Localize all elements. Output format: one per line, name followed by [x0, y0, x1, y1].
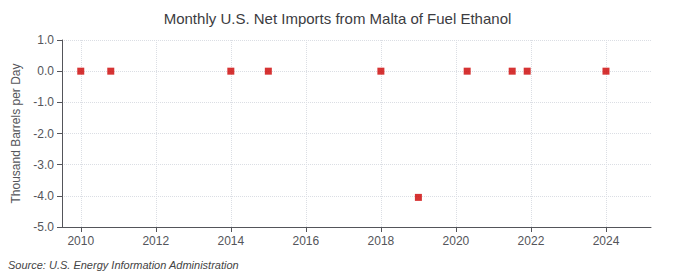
svg-text:2018: 2018: [368, 234, 395, 248]
svg-text:-4.0: -4.0: [33, 189, 54, 203]
svg-text:0.0: 0.0: [37, 64, 54, 78]
svg-text:2014: 2014: [217, 234, 244, 248]
svg-text:Source: U.S. Energy Informatio: Source: U.S. Energy Information Administ…: [8, 259, 239, 271]
svg-text:-2.0: -2.0: [33, 127, 54, 141]
svg-text:Monthly U.S. Net Imports from: Monthly U.S. Net Imports from Malta of F…: [164, 10, 512, 27]
svg-text:2012: 2012: [142, 234, 169, 248]
svg-text:-1.0: -1.0: [33, 95, 54, 109]
svg-text:1.0: 1.0: [37, 33, 54, 47]
svg-text:-3.0: -3.0: [33, 158, 54, 172]
svg-text:2022: 2022: [518, 234, 545, 248]
svg-text:2016: 2016: [293, 234, 320, 248]
svg-text:Thousand Barrels per Day: Thousand Barrels per Day: [9, 63, 23, 203]
svg-text:-5.0: -5.0: [33, 220, 54, 234]
svg-text:2010: 2010: [67, 234, 94, 248]
svg-text:2020: 2020: [443, 234, 470, 248]
svg-text:2024: 2024: [593, 234, 620, 248]
